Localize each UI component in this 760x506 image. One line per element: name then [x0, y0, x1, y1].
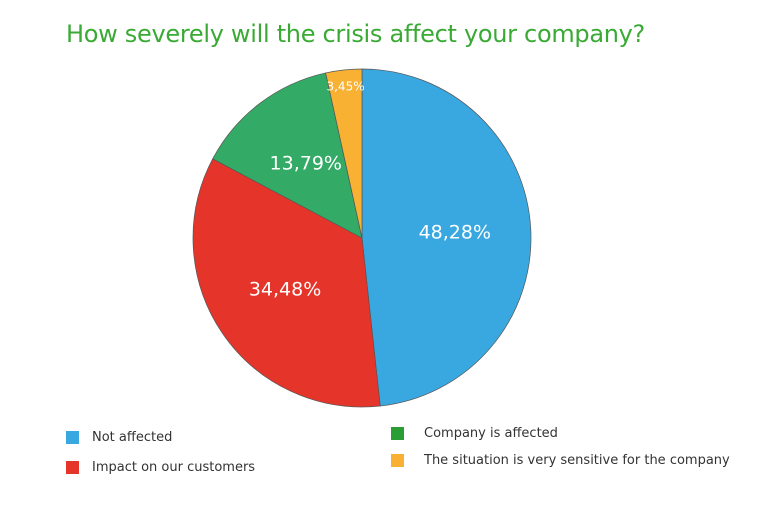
legend-swatch — [66, 461, 79, 474]
data-label-3: 3,45% — [326, 79, 364, 93]
legend-item-very-sensitive: The situation is very sensitive for the … — [391, 453, 730, 468]
data-label-1: 34,48% — [249, 279, 321, 301]
legend-swatch — [66, 431, 79, 444]
legend-label: Impact on our customers — [92, 460, 256, 475]
legend-item-not-affected: Not affected — [66, 430, 172, 445]
pie-slice-1 — [192, 158, 381, 408]
chart-title: How severely will the crisis affect your… — [66, 20, 645, 48]
legend-label: Not affected — [92, 430, 173, 445]
data-label-2: 13,79% — [270, 153, 342, 175]
legend-item-company-affected: Company is affected — [391, 426, 558, 441]
data-label-0: 48,28% — [419, 221, 491, 243]
pie-slice-0 — [361, 68, 532, 407]
legend-label: The situation is very sensitive for the … — [424, 453, 730, 468]
legend-swatch — [391, 454, 404, 467]
legend-item-impact-customers: Impact on our customers — [66, 460, 255, 475]
pie-slice-3 — [325, 68, 363, 239]
legend-swatch — [391, 427, 404, 440]
pie-slice-2 — [212, 72, 363, 239]
legend-label: Company is affected — [424, 426, 558, 441]
